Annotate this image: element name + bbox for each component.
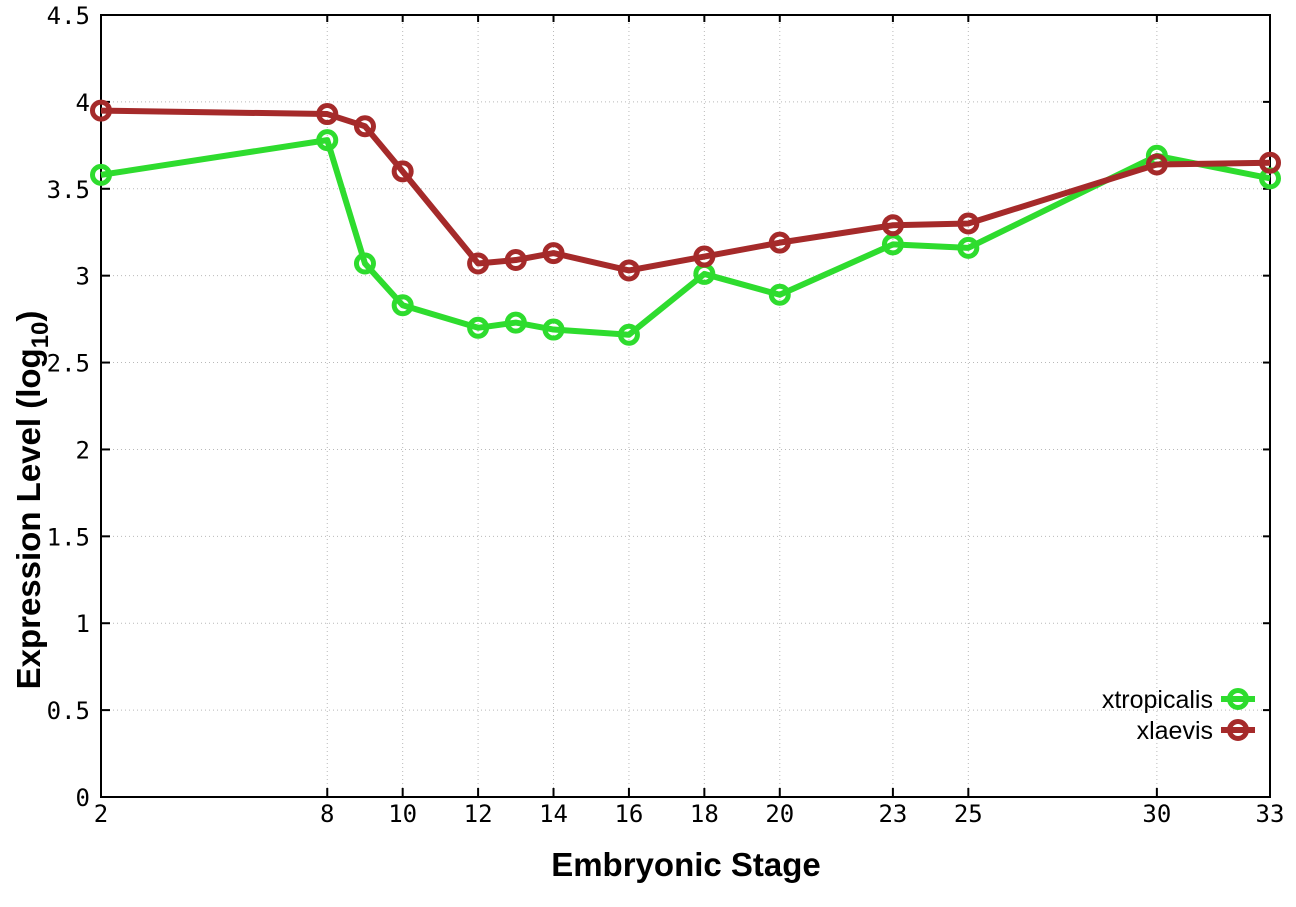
data-point-xlaevis-stage-18 xyxy=(693,245,716,268)
data-point-xlaevis-stage-10 xyxy=(391,160,414,183)
y-tick-label: 4.5 xyxy=(47,2,90,30)
y-tick-labels: 0 0.5 1 1.5 2 2.5 3 3.5 4 4.5 xyxy=(47,2,90,812)
legend-marker-xtropicalis xyxy=(1227,688,1249,710)
y-axis-title-end: ) xyxy=(10,311,47,322)
data-point-xtropicalis-stage-10 xyxy=(391,294,414,317)
data-point-xtropicalis-stage-12 xyxy=(467,316,490,339)
series-line-xlaevis xyxy=(100,107,1271,274)
data-point-xtropicalis-stage-2 xyxy=(90,163,112,186)
y-axis-title: Expression Level (log10) xyxy=(10,311,54,690)
data-point-xlaevis-stage-14 xyxy=(542,242,565,265)
data-point-xtropicalis-stage-8 xyxy=(316,129,339,152)
data-point-xlaevis-stage-23 xyxy=(881,214,904,237)
legend: xtropicalis xlaevis xyxy=(1102,686,1255,745)
y-axis-title-subscript: 10 xyxy=(27,322,54,349)
data-point-xlaevis-stage-12 xyxy=(467,252,490,275)
y-tick-label: 3.5 xyxy=(47,176,90,204)
x-tick-label: 10 xyxy=(388,800,417,828)
series-line-xtropicalis xyxy=(100,137,1271,338)
data-point-xtropicalis-stage-16 xyxy=(617,323,640,346)
data-point-xlaevis-stage-25 xyxy=(957,212,980,235)
data-point-xtropicalis-stage-25 xyxy=(957,236,980,259)
data-point-xlaevis-stage-8 xyxy=(316,103,339,126)
data-point-xlaevis-stage-33 xyxy=(1259,151,1281,174)
plot-border xyxy=(100,14,1271,798)
x-tick-label: 18 xyxy=(690,800,719,828)
data-point-xlaevis-stage-2 xyxy=(90,99,112,122)
data-point-xlaevis-stage-20 xyxy=(768,231,791,254)
data-point-xlaevis-stage-9 xyxy=(353,115,376,138)
x-tick-label: 2 xyxy=(94,800,108,828)
gridlines xyxy=(100,14,1271,798)
y-tick-label: 1.5 xyxy=(47,523,90,551)
legend-label-xtropicalis: xtropicalis xyxy=(1102,686,1213,714)
data-point-xtropicalis-stage-13 xyxy=(504,311,527,334)
legend-marker-xlaevis xyxy=(1227,719,1249,741)
y-tick-label: 2 xyxy=(76,436,90,464)
y-tick-label: 4 xyxy=(76,89,90,117)
axis-ticks xyxy=(100,14,1271,798)
y-tick-label: 3 xyxy=(76,263,90,291)
data-point-xlaevis-stage-13 xyxy=(504,249,527,272)
data-point-xtropicalis-stage-14 xyxy=(542,318,565,341)
x-tick-label: 23 xyxy=(878,800,907,828)
legend-label-xlaevis: xlaevis xyxy=(1137,717,1213,745)
x-tick-labels: 2 8 10 12 14 16 18 20 23 25 30 33 xyxy=(94,800,1285,828)
x-tick-label: 14 xyxy=(539,800,568,828)
x-tick-label: 20 xyxy=(765,800,794,828)
y-axis-title-main: Expression Level (log xyxy=(10,348,47,689)
x-tick-label: 33 xyxy=(1256,800,1285,828)
x-tick-label: 30 xyxy=(1142,800,1171,828)
data-point-xlaevis-stage-30 xyxy=(1145,153,1168,176)
series-lines xyxy=(90,99,1281,346)
y-tick-label: 2.5 xyxy=(47,350,90,378)
x-tick-label: 16 xyxy=(614,800,643,828)
y-tick-label: 1 xyxy=(76,610,90,638)
x-tick-label: 25 xyxy=(954,800,983,828)
x-axis-title: Embryonic Stage xyxy=(551,846,821,883)
data-point-xtropicalis-stage-9 xyxy=(353,252,376,275)
y-tick-label: 0.5 xyxy=(47,697,90,725)
data-point-xlaevis-stage-16 xyxy=(617,259,640,282)
x-tick-label: 8 xyxy=(320,800,334,828)
y-tick-label: 0 xyxy=(76,784,90,812)
data-point-xtropicalis-stage-20 xyxy=(768,283,791,306)
x-tick-label: 12 xyxy=(464,800,493,828)
